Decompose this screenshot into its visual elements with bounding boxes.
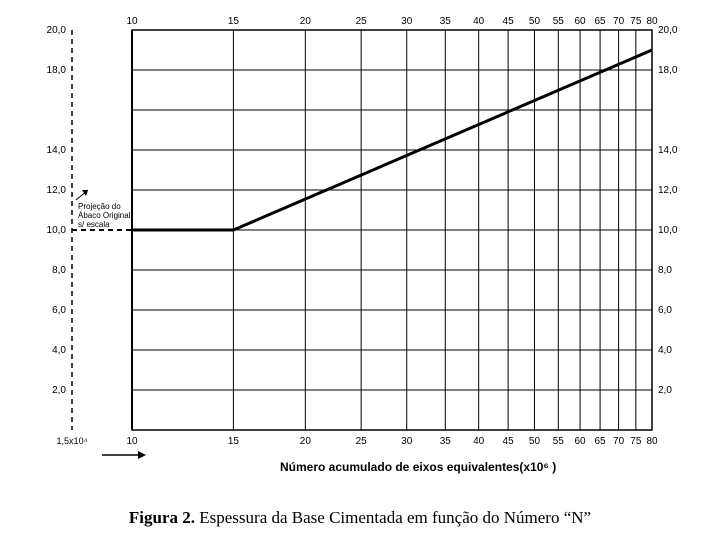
svg-text:10,0: 10,0: [47, 225, 67, 236]
svg-text:25: 25: [356, 436, 368, 447]
svg-text:40: 40: [473, 436, 485, 447]
svg-text:35: 35: [440, 436, 452, 447]
svg-text:30: 30: [401, 436, 413, 447]
svg-text:65: 65: [595, 16, 607, 27]
svg-text:10: 10: [126, 436, 138, 447]
svg-text:1,5x10⁴: 1,5x10⁴: [57, 436, 88, 446]
svg-text:18,0: 18,0: [658, 65, 678, 76]
svg-text:10: 10: [126, 16, 138, 27]
svg-text:60: 60: [574, 16, 586, 27]
svg-text:15: 15: [228, 16, 240, 27]
svg-text:35: 35: [440, 16, 452, 27]
svg-text:75: 75: [630, 436, 642, 447]
svg-text:45: 45: [503, 16, 515, 27]
svg-text:8,0: 8,0: [658, 265, 672, 276]
svg-text:20: 20: [300, 16, 312, 27]
svg-text:2,0: 2,0: [658, 385, 672, 396]
svg-text:20,0: 20,0: [47, 25, 67, 36]
svg-text:20,0: 20,0: [658, 25, 678, 36]
svg-text:60: 60: [574, 436, 586, 447]
svg-text:2,0: 2,0: [52, 385, 66, 396]
svg-text:4,0: 4,0: [52, 345, 66, 356]
svg-text:55: 55: [553, 436, 565, 447]
svg-text:14,0: 14,0: [47, 145, 67, 156]
svg-text:50: 50: [529, 436, 541, 447]
svg-text:4,0: 4,0: [658, 345, 672, 356]
svg-text:8,0: 8,0: [52, 265, 66, 276]
svg-text:12,0: 12,0: [47, 185, 67, 196]
svg-text:14,0: 14,0: [658, 145, 678, 156]
figure-caption: Figura 2. Espessura da Base Cimentada em…: [0, 508, 720, 528]
svg-text:18,0: 18,0: [47, 65, 67, 76]
caption-text: Espessura da Base Cimentada em função do…: [195, 508, 591, 527]
svg-text:70: 70: [613, 436, 625, 447]
svg-text:50: 50: [529, 16, 541, 27]
svg-text:30: 30: [401, 16, 413, 27]
x-axis-label: Número acumulado de eixos equivalentes(x…: [280, 460, 556, 474]
caption-figure-number: Figura 2.: [129, 508, 195, 527]
svg-text:55: 55: [553, 16, 565, 27]
svg-text:20: 20: [300, 436, 312, 447]
svg-text:6,0: 6,0: [658, 305, 672, 316]
svg-text:40: 40: [473, 16, 485, 27]
svg-text:80: 80: [646, 16, 658, 27]
svg-text:75: 75: [630, 16, 642, 27]
svg-text:70: 70: [613, 16, 625, 27]
chart-container: 10 10 15 15 20 20 25 25 30 30 35 35 40 40 45 45 50 50 55 55…: [0, 0, 720, 540]
projection-annotation: Projeção do Ábaco Original s/ escala: [78, 203, 130, 229]
svg-text:15: 15: [228, 436, 240, 447]
svg-text:25: 25: [356, 16, 368, 27]
svg-text:12,0: 12,0: [658, 185, 678, 196]
svg-text:10,0: 10,0: [658, 225, 678, 236]
svg-text:80: 80: [646, 436, 658, 447]
svg-text:6,0: 6,0: [52, 305, 66, 316]
annotation-line3: s/ escala: [78, 221, 130, 230]
chart-svg: 10 10 15 15 20 20 25 25 30 30 35 35 40 40 45 45 50 50 55 55…: [0, 0, 720, 540]
svg-text:65: 65: [595, 436, 607, 447]
svg-text:45: 45: [503, 436, 515, 447]
